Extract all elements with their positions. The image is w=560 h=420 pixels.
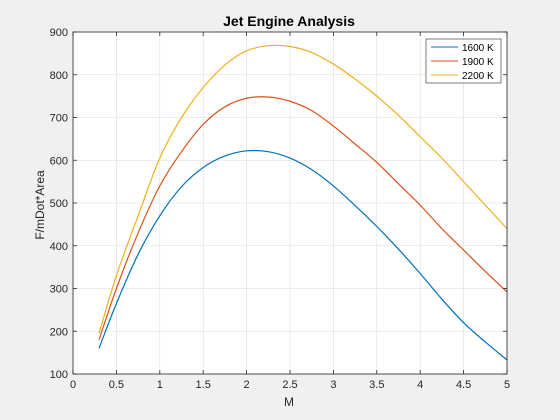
legend-label-1600k: 1600 K xyxy=(462,43,494,54)
x-tick-label: 2.5 xyxy=(282,379,297,391)
legend-label-1900k: 1900 K xyxy=(462,57,494,68)
legend-label-2200k: 2200 K xyxy=(462,71,494,82)
y-tick-label: 200 xyxy=(50,326,68,338)
y-tick-label: 800 xyxy=(50,70,68,82)
legend: 1600 K 1900 K 2200 K xyxy=(425,38,502,84)
y-tick-label: 300 xyxy=(50,284,68,296)
y-tick-label: 100 xyxy=(50,369,68,381)
y-axis-label: F/mDot*Area xyxy=(33,170,47,240)
x-tick-label: 1.5 xyxy=(196,379,211,391)
x-tick-label: 5 xyxy=(504,379,510,391)
series-line-2200k xyxy=(98,44,508,334)
series-line-1900k xyxy=(98,96,508,340)
x-tick-label: 0.5 xyxy=(109,379,124,391)
y-tick-label: 900 xyxy=(50,27,68,39)
chart-title: Jet Engine Analysis xyxy=(223,13,355,29)
x-tick-label: 1 xyxy=(157,379,163,391)
x-tick-label: 0 xyxy=(70,379,76,391)
series-line-1600k xyxy=(98,149,508,361)
series-layer xyxy=(98,44,508,361)
x-tick-label: 4.5 xyxy=(456,379,471,391)
ticks xyxy=(72,31,508,375)
x-tick-label: 2 xyxy=(244,379,250,391)
y-tick-label: 400 xyxy=(50,241,68,253)
x-tick-label: 3.5 xyxy=(369,379,384,391)
x-tick-label: 4 xyxy=(417,379,423,391)
y-tick-label: 700 xyxy=(50,113,68,125)
x-tick-label: 3 xyxy=(330,379,336,391)
y-tick-label: 600 xyxy=(50,155,68,167)
y-tick-label: 500 xyxy=(50,198,68,210)
tick-labels: 0 0.5 1 1.5 2 2.5 3 3.5 4 4.5 5 100 200 300 400 500 600 7… xyxy=(50,27,510,391)
x-axis-label: M xyxy=(284,395,294,409)
